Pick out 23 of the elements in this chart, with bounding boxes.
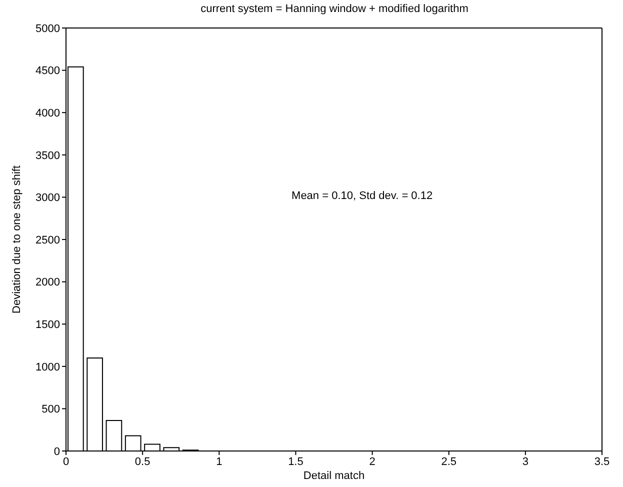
y-tick-label: 3500	[36, 150, 60, 162]
x-tick-label: 3	[522, 456, 528, 468]
y-tick-label: 1000	[36, 361, 60, 374]
x-axis-title: Detail match	[303, 470, 365, 482]
y-tick-label: 4000	[36, 108, 60, 120]
chart-title: current system = Hanning window + modified logarithm	[200, 3, 470, 15]
x-tick-label: 2.5	[441, 456, 457, 468]
y-axis-title: Deviation due to one step shift	[10, 166, 23, 314]
y-tick-label: 2500	[36, 234, 60, 246]
x-tick-label: 2	[369, 456, 376, 468]
x-tick-label: 0.5	[134, 456, 150, 468]
x-tick-label: 3.5	[594, 456, 610, 468]
annotation: Mean = 0.10, Std dev. = 0.12	[292, 190, 433, 202]
y-tick-label: 2000	[36, 276, 60, 289]
x-tick-label: 1.5	[288, 456, 304, 468]
y-tick-label: 500	[42, 404, 60, 416]
x-tick-label: 1	[216, 456, 222, 468]
y-tick-label: 0	[54, 446, 60, 458]
x-tick-label: 0	[62, 456, 70, 468]
y-tick-label: 4500	[36, 65, 60, 78]
y-tick-label: 5000	[36, 22, 60, 35]
y-tick-label: 1500	[36, 319, 60, 332]
y-tick-label: 3000	[36, 192, 60, 204]
